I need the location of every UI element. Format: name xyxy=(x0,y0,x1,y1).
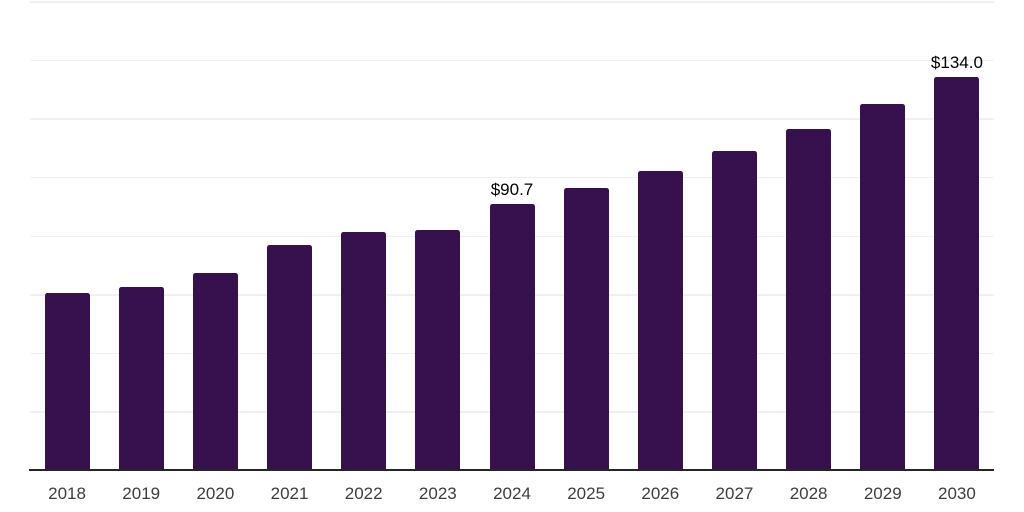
bar-2027 xyxy=(711,151,757,470)
bar-2029 xyxy=(860,103,906,470)
y-gridline xyxy=(30,118,994,120)
bar-2023 xyxy=(415,230,461,470)
bar-2024 xyxy=(489,204,535,470)
x-axis-label-2024: 2024 xyxy=(493,484,531,503)
bar-2026 xyxy=(637,171,683,470)
x-axis-label-2022: 2022 xyxy=(344,484,383,503)
bar-2022 xyxy=(341,232,387,470)
bar-2025 xyxy=(563,188,609,470)
bar-2021 xyxy=(267,245,313,470)
x-axis-label-2028: 2028 xyxy=(789,484,828,503)
bar-value-label-2030: $134.0 xyxy=(930,53,983,73)
y-gridline xyxy=(30,176,994,179)
x-axis-label-2029: 2029 xyxy=(863,484,902,503)
bar-2030 xyxy=(934,77,980,470)
x-axis-label-2020: 2020 xyxy=(196,484,235,503)
y-gridline xyxy=(30,1,994,3)
y-gridline xyxy=(30,59,994,62)
bar-2018 xyxy=(44,292,90,470)
x-axis-label-2018: 2018 xyxy=(48,484,86,503)
x-axis-line xyxy=(29,469,994,471)
bar-2028 xyxy=(786,129,832,470)
bar-2019 xyxy=(118,287,164,470)
bar-2020 xyxy=(192,273,238,470)
x-axis-label-2019: 2019 xyxy=(122,484,161,503)
x-axis-label-2026: 2026 xyxy=(641,484,680,503)
x-axis-label-2021: 2021 xyxy=(270,484,309,503)
x-axis-label-2025: 2025 xyxy=(567,484,606,503)
bar-value-label-2024: $90.7 xyxy=(490,180,534,200)
x-axis-label-2027: 2027 xyxy=(715,484,754,503)
x-axis-label-2030: 2030 xyxy=(938,484,976,503)
x-axis-label-2023: 2023 xyxy=(418,484,457,503)
